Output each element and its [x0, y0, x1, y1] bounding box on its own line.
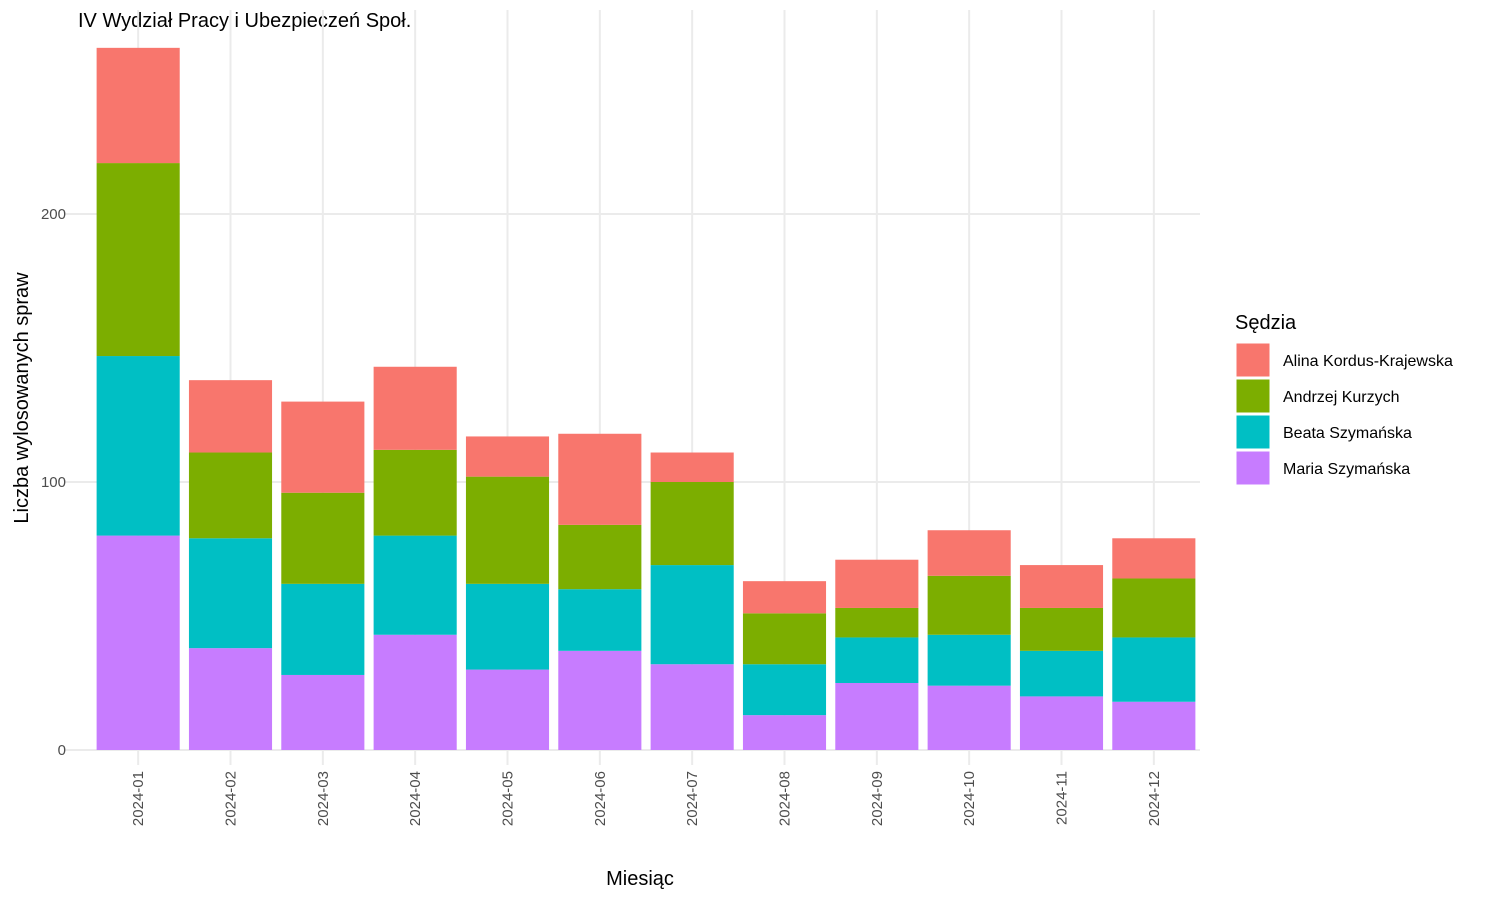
- bar-2024-03-maria-szyma-ska: [281, 674, 365, 750]
- bar-2024-09-beata-szyma-ska: [835, 637, 919, 683]
- legend-swatch: [1235, 450, 1271, 486]
- bar-2024-12-alina-kordus-krajewska: [1112, 538, 1196, 579]
- legend-title: Sędzia: [1235, 312, 1297, 334]
- bar-2024-06-maria-szyma-ska: [558, 650, 642, 750]
- bar-2024-07-maria-szyma-ska: [650, 664, 734, 750]
- x-axis-ticks: 2024-01 2024-02 2024-03 2024-04 2024-05 2024-…: [130, 771, 1163, 826]
- legend-label: Alina Kordus-Krajewska: [1283, 353, 1453, 370]
- bar-2024-12-maria-szyma-ska: [1112, 701, 1196, 750]
- x-tick-label: 2024-03: [315, 771, 332, 826]
- x-tick-label: 2024-02: [223, 771, 240, 826]
- bar-2024-11-maria-szyma-ska: [1019, 696, 1104, 750]
- bars: [96, 47, 1196, 750]
- y-axis-ticks: 0 100 200: [41, 206, 66, 759]
- bar-2024-07-beata-szyma-ska: [650, 565, 734, 665]
- bar-2024-10-beata-szyma-ska: [927, 634, 1011, 686]
- x-tick-label: 2024-12: [1146, 771, 1163, 826]
- bar-2024-05-beata-szyma-ska: [465, 583, 550, 670]
- bar-2024-04-alina-kordus-krajewska: [373, 366, 457, 450]
- x-tick-label: 2024-10: [961, 771, 978, 826]
- bar-2024-08-beata-szyma-ska: [742, 664, 827, 716]
- x-tick-label: 2024-04: [407, 771, 424, 826]
- bar-2024-08-alina-kordus-krajewska: [742, 581, 827, 614]
- bar-2024-10-andrzej-kurzych: [927, 575, 1011, 635]
- bar-2024-08-andrzej-kurzych: [742, 613, 827, 665]
- bar-2024-02-maria-szyma-ska: [188, 648, 273, 750]
- legend-label: Maria Szymańska: [1283, 461, 1410, 478]
- legend-label: Beata Szymańska: [1283, 425, 1412, 442]
- bar-2024-09-maria-szyma-ska: [835, 683, 919, 750]
- bar-2024-05-alina-kordus-krajewska: [465, 436, 550, 477]
- bar-2024-06-andrzej-kurzych: [558, 524, 642, 590]
- bar-2024-02-alina-kordus-krajewska: [188, 380, 273, 453]
- x-tick-label: 2024-08: [777, 771, 794, 826]
- chart-title: IV Wydział Pracy i Ubezpieczeń Społ.: [78, 10, 411, 32]
- bar-2024-01-beata-szyma-ska: [96, 356, 180, 536]
- x-tick-label: 2024-09: [869, 771, 886, 826]
- bar-2024-04-maria-szyma-ska: [373, 634, 457, 750]
- bar-2024-07-andrzej-kurzych: [650, 482, 734, 566]
- bar-2024-05-maria-szyma-ska: [465, 669, 550, 750]
- bar-2024-03-beata-szyma-ska: [281, 583, 365, 675]
- legend-swatch: [1235, 378, 1271, 414]
- bar-2024-08-maria-szyma-ska: [742, 715, 827, 750]
- x-tick-label: 2024-07: [684, 771, 701, 826]
- bar-2024-12-beata-szyma-ska: [1112, 637, 1196, 702]
- y-axis-title: Liczba wylosowanych spraw: [11, 272, 33, 524]
- bar-2024-03-andrzej-kurzych: [281, 492, 365, 584]
- y-tick-label: 200: [41, 206, 66, 223]
- bar-2024-11-andrzej-kurzych: [1019, 607, 1104, 651]
- x-tick-label: 2024-01: [130, 771, 147, 826]
- bar-2024-01-andrzej-kurzych: [96, 163, 180, 357]
- y-tick-label: 100: [41, 474, 66, 491]
- y-tick-label: 0: [58, 742, 66, 759]
- x-tick-label: 2024-11: [1054, 771, 1071, 825]
- bar-2024-02-beata-szyma-ska: [188, 538, 273, 649]
- bar-2024-07-alina-kordus-krajewska: [650, 452, 734, 482]
- legend-label: Andrzej Kurzych: [1283, 389, 1400, 406]
- bar-2024-03-alina-kordus-krajewska: [281, 401, 365, 493]
- bar-2024-09-alina-kordus-krajewska: [835, 559, 919, 608]
- x-tick-label: 2024-05: [500, 771, 517, 826]
- x-tick-label: 2024-06: [592, 771, 609, 826]
- legend: Sędzia Alina Kordus-Krajewska Andrzej Kur…: [1235, 312, 1453, 486]
- bar-2024-01-maria-szyma-ska: [96, 535, 180, 750]
- legend-swatch: [1235, 414, 1271, 450]
- bar-2024-12-andrzej-kurzych: [1112, 578, 1196, 638]
- bar-2024-09-andrzej-kurzych: [835, 607, 919, 638]
- legend-swatch: [1235, 342, 1271, 378]
- bar-2024-10-alina-kordus-krajewska: [927, 530, 1011, 576]
- bar-2024-04-beata-szyma-ska: [373, 535, 457, 635]
- x-axis-title: Miesiąc: [606, 868, 674, 890]
- bar-2024-02-andrzej-kurzych: [188, 452, 273, 539]
- bar-2024-05-andrzej-kurzych: [465, 476, 550, 584]
- bar-2024-06-beata-szyma-ska: [558, 589, 642, 651]
- bar-2024-10-maria-szyma-ska: [927, 685, 1011, 750]
- bar-2024-11-beata-szyma-ska: [1019, 650, 1104, 697]
- bar-2024-06-alina-kordus-krajewska: [558, 433, 642, 525]
- bar-2024-01-alina-kordus-krajewska: [96, 47, 180, 164]
- bar-2024-04-andrzej-kurzych: [373, 449, 457, 536]
- bar-2024-11-alina-kordus-krajewska: [1019, 565, 1104, 608]
